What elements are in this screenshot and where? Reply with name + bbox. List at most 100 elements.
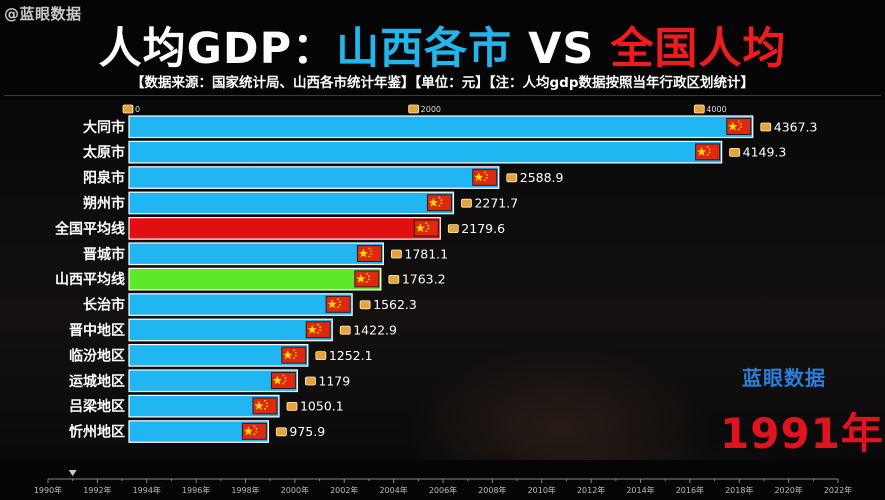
value-label: 2271.7 — [474, 195, 518, 210]
timeline-tick-label: 2010年 — [528, 485, 556, 495]
china-flag-icon-star — [356, 273, 366, 283]
china-flag-icon-small-star-3 — [438, 204, 441, 207]
bar-忻州地区 — [128, 420, 269, 443]
china-flag-icon-star — [474, 172, 484, 182]
value-coin-icon — [390, 249, 402, 259]
china-flag-icon-small-star-0 — [292, 349, 295, 351]
china-flag-icon-star — [415, 223, 425, 233]
title-part-gdp: 人均GDP： — [98, 24, 337, 74]
china-flag-icon-star — [243, 426, 253, 436]
timeline-tick-label: 1994年 — [133, 485, 161, 495]
china-flag-icon-star — [272, 375, 282, 385]
china-flag-icon-small-star-0 — [317, 323, 320, 326]
timeline-tick-label: 2006年 — [429, 485, 457, 495]
value-label: 1562.3 — [373, 297, 417, 312]
china-flag-icon-small-star-1 — [284, 377, 287, 379]
china-flag-icon-small-star-2 — [367, 278, 370, 281]
value-coin-icon — [729, 147, 741, 157]
timeline-current-marker — [68, 470, 77, 476]
china-flag-icon-small-star-1 — [427, 224, 430, 227]
bar-临汾地区 — [128, 344, 309, 367]
china-flag-icon-small-star-1 — [370, 250, 373, 252]
chart-subtitle: 【数据来源：国家统计局、山西各市统计年鉴】【单位：元】【注：人均gdp数据按照当… — [131, 75, 754, 91]
value-coin-icon — [388, 274, 400, 284]
value-coin-icon — [760, 122, 772, 132]
china-flag-icon-small-star-3 — [337, 306, 340, 309]
china-flag-icon-star — [428, 197, 438, 207]
timeline-tick-label: 2008年 — [478, 485, 506, 495]
category-label: 阳泉市 — [83, 170, 125, 187]
china-flag-icon-small-star-0 — [365, 273, 368, 275]
value-label: 1763.2 — [402, 272, 446, 287]
top-axis-tick-label: 4000 — [706, 105, 726, 114]
china-flag-icon-small-star-2 — [294, 354, 297, 357]
china-flag-icon-small-star-0 — [425, 222, 428, 225]
china-flag-icon-star — [358, 248, 368, 258]
bar-阳泉市 — [128, 166, 500, 189]
china-flag-icon-small-star-3 — [737, 128, 740, 131]
china-flag-icon-star — [327, 299, 337, 309]
china-flag-icon-small-star-3 — [706, 154, 709, 156]
value-coin-icon — [461, 198, 472, 208]
top-axis-coin-icon — [122, 104, 134, 114]
top-axis-tick-label: 2000 — [421, 105, 441, 114]
timeline-tick-label: 2002年 — [330, 485, 358, 495]
value-coin-icon — [304, 376, 316, 386]
category-label: 山西平均线 — [55, 271, 125, 288]
value-coin-icon — [506, 173, 518, 183]
china-flag-icon-small-star-3 — [368, 255, 371, 258]
china-flag-icon-small-star-2 — [370, 253, 373, 255]
category-label: 运城地区 — [69, 373, 125, 390]
timeline-tick-label: 1996年 — [182, 485, 210, 495]
china-flag-icon-small-star-3 — [317, 331, 320, 334]
china-flag-icon-small-star-3 — [253, 433, 256, 436]
china-flag-icon-star — [307, 324, 317, 334]
china-flag-icon-star — [697, 146, 707, 156]
bar-晋中地区 — [128, 318, 333, 342]
category-label: 临汾地区 — [69, 347, 125, 364]
china-flag-icon-small-star-1 — [266, 402, 268, 405]
timeline-tick-label: 1998年 — [231, 485, 259, 495]
page-title: 人均GDP：山西各市 VS 全国人均 — [0, 14, 885, 76]
china-flag-icon-small-star-0 — [483, 171, 486, 174]
timeline-tick-label: 2000年 — [281, 485, 309, 495]
top-axis-coin-icon — [693, 104, 705, 114]
value-coin-icon — [447, 224, 459, 234]
value-label: 1422.9 — [353, 322, 397, 337]
china-flag-icon-small-star-2 — [319, 329, 322, 332]
category-label: 大同市 — [83, 119, 125, 136]
china-flag-icon-small-star-1 — [255, 427, 258, 430]
timeline-tick-label: 2022年 — [824, 485, 852, 495]
china-flag-icon-small-star-3 — [483, 179, 486, 182]
timeline-tick-label: 1992年 — [83, 485, 111, 495]
timeline-tick-label: 1990年 — [34, 485, 62, 495]
category-label: 全国平均线 — [54, 220, 125, 237]
top-axis-coin-icon — [408, 104, 420, 114]
title-part-national: 全国人均 — [610, 24, 787, 74]
china-flag-icon-small-star-2 — [739, 126, 742, 128]
timeline-tick-label: 2004年 — [379, 485, 407, 495]
china-flag-icon-small-star-1 — [339, 300, 342, 303]
china-flag-icon-small-star-0 — [368, 247, 371, 250]
value-label: 1781.1 — [404, 246, 448, 261]
watermark: @蓝眼数据 — [4, 5, 82, 23]
value-coin-icon — [359, 300, 371, 310]
china-flag-icon-small-star-2 — [255, 430, 258, 433]
china-flag-icon-small-star-1 — [319, 326, 322, 329]
china-flag-icon-small-star-1 — [367, 275, 370, 278]
china-flag-icon-small-star-2 — [485, 176, 488, 179]
timeline-tick-label: 2016年 — [676, 485, 704, 495]
value-label: 1179 — [318, 373, 350, 388]
china-flag-icon-small-star-2 — [339, 303, 342, 306]
china-flag-icon-small-star-1 — [485, 173, 488, 176]
china-flag-icon-small-star-0 — [438, 196, 441, 199]
value-label: 2179.6 — [461, 221, 505, 236]
top-axis-tick-label: 0 — [135, 105, 140, 114]
value-label: 1252.1 — [329, 348, 373, 363]
china-flag-icon-small-star-3 — [425, 230, 428, 233]
category-label: 晋城市 — [83, 246, 125, 263]
value-coin-icon — [315, 351, 327, 361]
china-flag-icon-small-star-0 — [253, 425, 256, 428]
china-flag-icon-small-star-0 — [282, 374, 285, 377]
